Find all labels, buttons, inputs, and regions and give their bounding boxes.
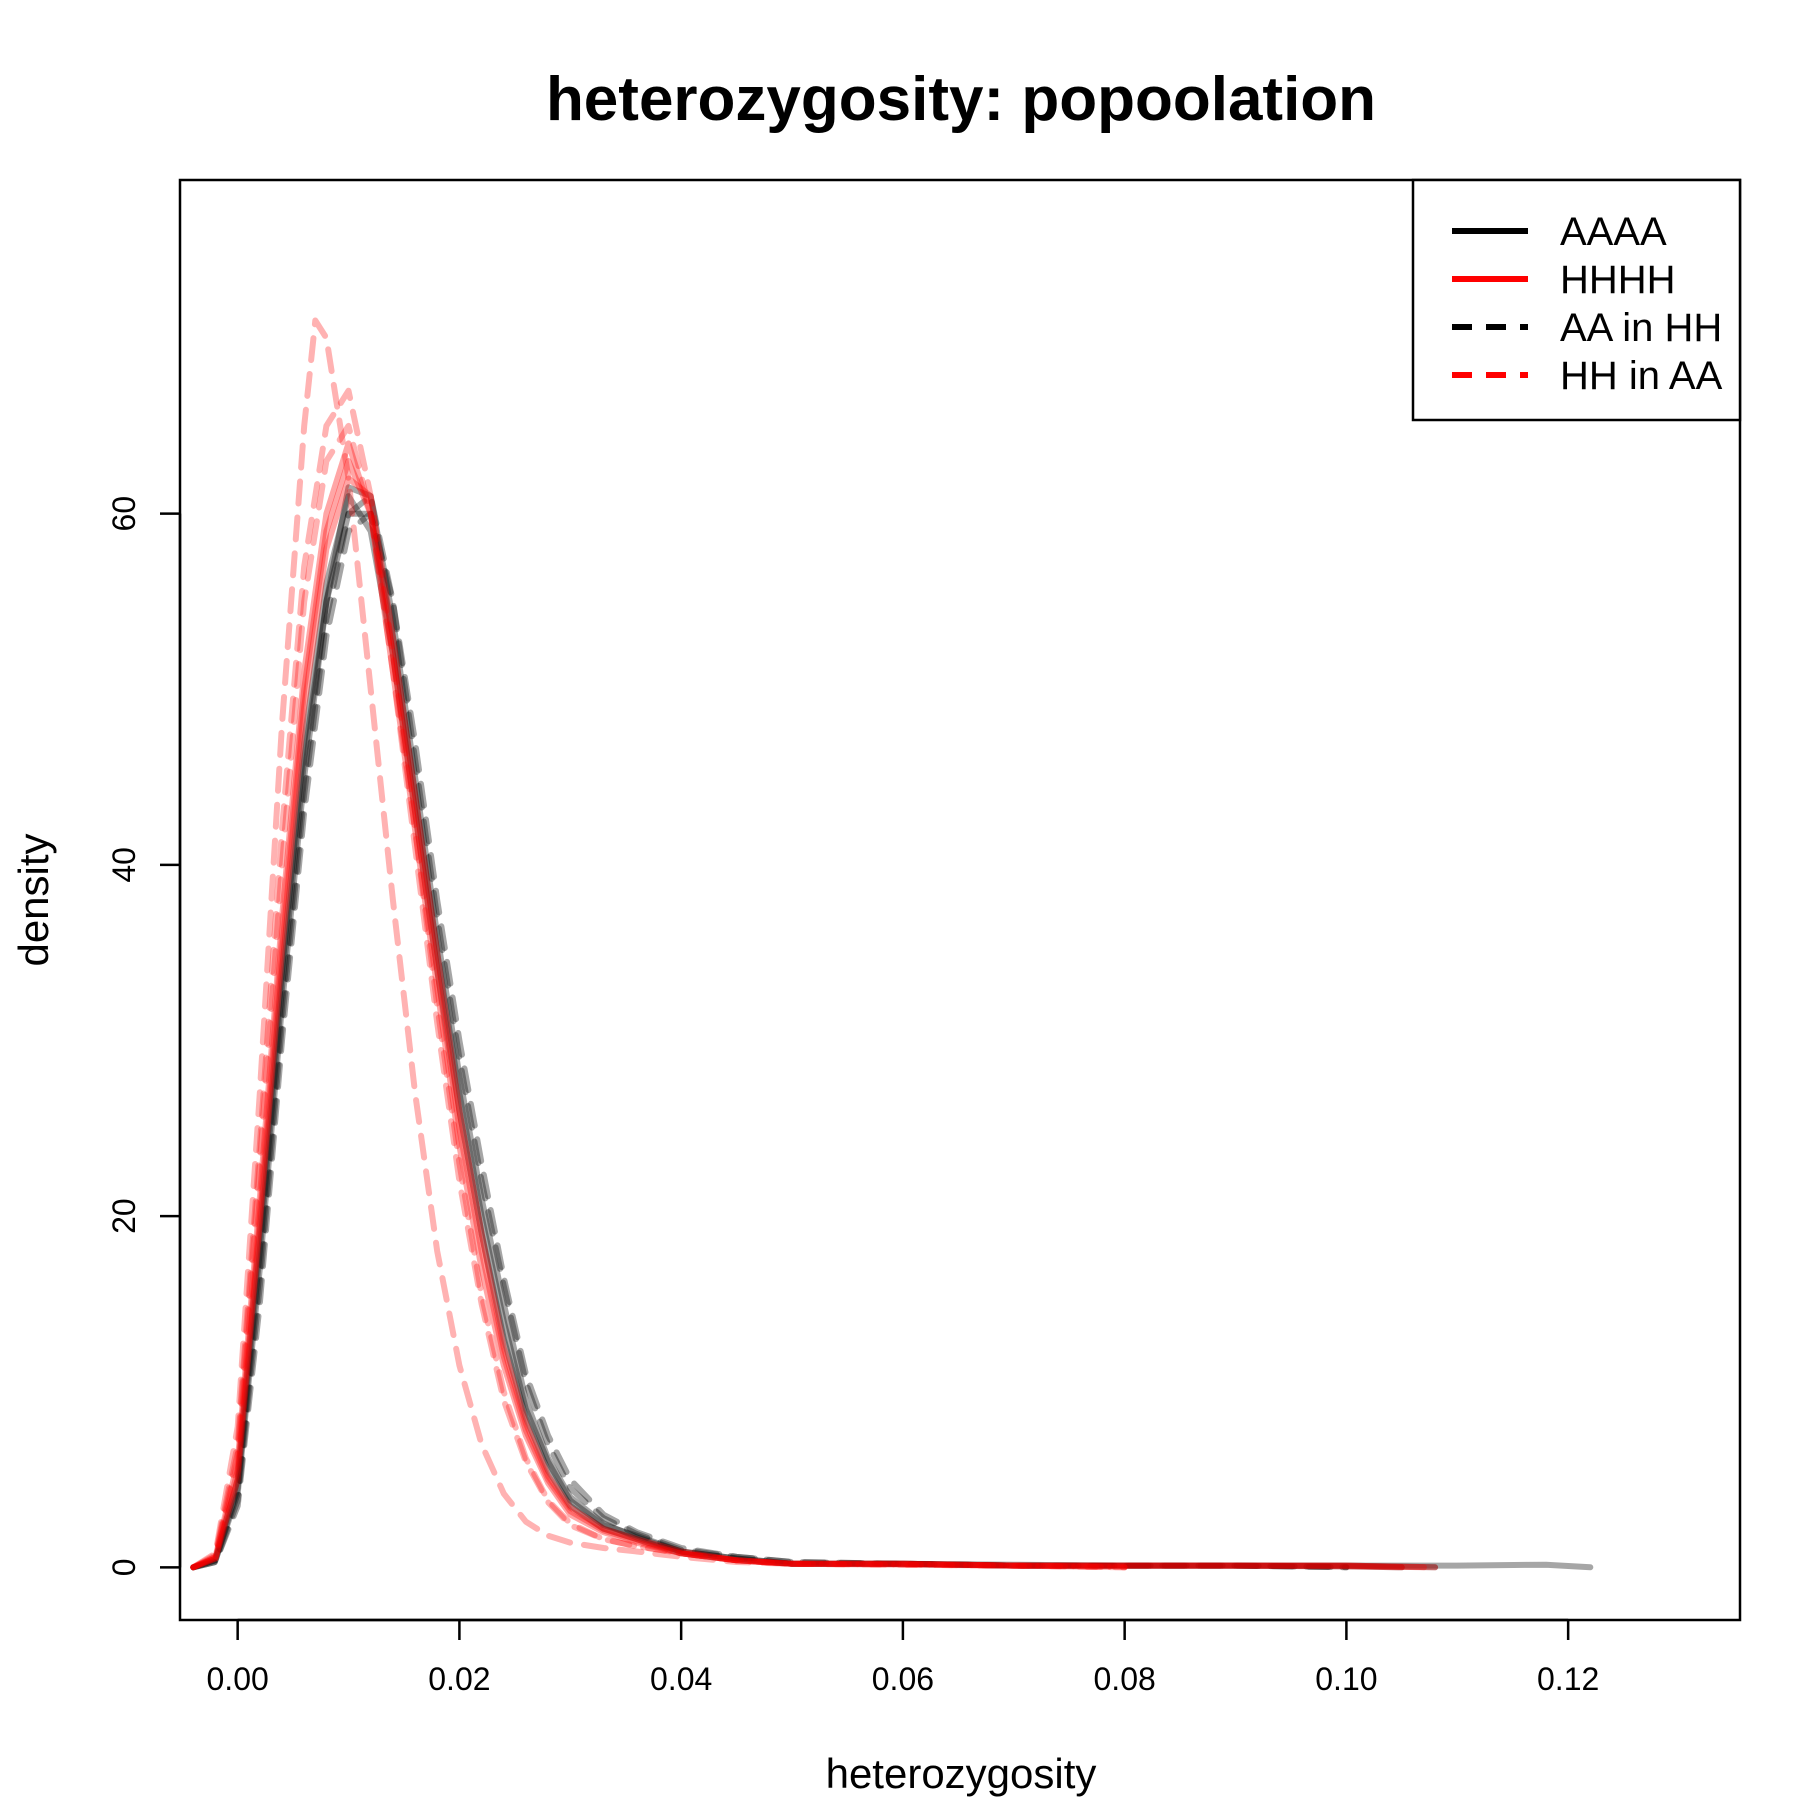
- series-line-hhhh-7: [190, 440, 1405, 1571]
- y-tick-label: 20: [106, 1198, 142, 1234]
- y-axis: 0 20 40 60: [106, 496, 182, 1576]
- series-line-aa-in-hh-4: [190, 493, 1350, 1571]
- x-tick-label: 0.04: [650, 1661, 712, 1697]
- series-line-aaaa-3: [190, 484, 1439, 1571]
- x-tick-label: 0.10: [1315, 1661, 1377, 1697]
- y-tick-label: 40: [106, 847, 142, 883]
- legend-label: HH in AA: [1560, 354, 1723, 398]
- y-tick-label: 0: [106, 1558, 142, 1576]
- series-line-hhhh-6: [190, 458, 1427, 1571]
- x-tick-label: 0.12: [1537, 1661, 1599, 1697]
- series-line-aa-in-hh-5: [190, 510, 1350, 1571]
- x-tick-label: 0.00: [207, 1661, 269, 1697]
- x-axis: 0.00 0.02 0.04 0.06 0.08 0.10 0.12: [207, 1618, 1599, 1697]
- series-line-aaaa-2: [190, 510, 1405, 1571]
- chart-title: heterozygosity: popoolation: [546, 65, 1376, 134]
- series-line-hh-in-aa-11: [190, 422, 1128, 1571]
- legend-label: AAAA: [1560, 210, 1667, 254]
- x-tick-label: 0.02: [428, 1661, 490, 1697]
- series-layer: [190, 317, 1594, 1571]
- series-line-aaaa-1: [190, 493, 1594, 1571]
- y-tick-label: 60: [106, 496, 142, 532]
- series-line-hh-in-aa-10: [190, 387, 1128, 1571]
- x-tick-label: 0.06: [872, 1661, 934, 1697]
- legend-box: [1411, 178, 1742, 422]
- legend-label: AA in HH: [1560, 306, 1722, 350]
- x-axis-label: heterozygosity: [826, 1750, 1097, 1797]
- series-line-hhhh-8: [190, 475, 1439, 1571]
- y-axis-label: density: [10, 833, 57, 966]
- legend-label: HHHH: [1560, 258, 1676, 302]
- x-tick-label: 0.08: [1094, 1661, 1156, 1697]
- series-line-hh-in-aa-9: [190, 317, 1128, 1571]
